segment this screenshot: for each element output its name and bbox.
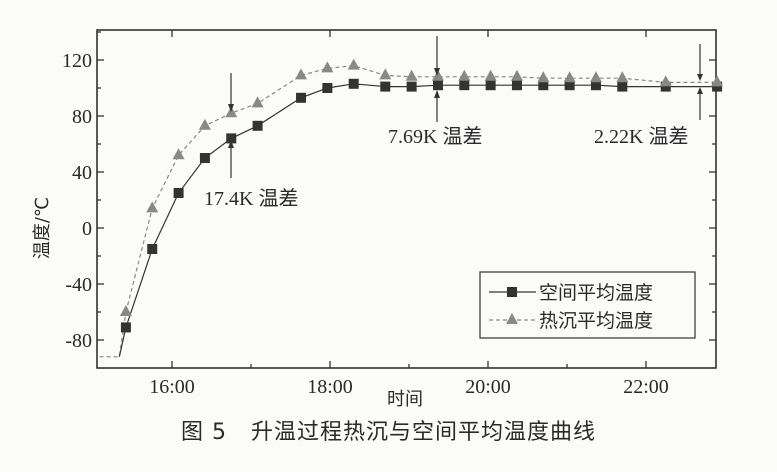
- square-marker-icon: [538, 80, 549, 91]
- y-axis: [97, 31, 716, 341]
- square-marker-icon: [617, 81, 628, 92]
- y-tick-neg40: -40: [65, 274, 92, 296]
- square-marker-icon: [322, 83, 333, 93]
- square-marker-icon: [459, 80, 470, 91]
- triangle-marker-icon: [119, 305, 132, 316]
- triangle-marker-icon: [251, 96, 264, 108]
- svg-text:空间平均温度: 空间平均温度: [539, 282, 653, 304]
- y-tick-120: 120: [62, 50, 92, 72]
- square-marker-icon: [380, 81, 391, 92]
- square-marker-icon: [296, 92, 307, 103]
- triangle-marker-icon: [379, 68, 392, 80]
- y-tick-80: 80: [72, 106, 92, 128]
- triangle-marker-icon: [589, 71, 602, 83]
- annotation-17-4k: [228, 73, 234, 178]
- square-marker-icon: [199, 153, 210, 163]
- triangle-marker-icon: [405, 69, 418, 81]
- square-marker-icon: [120, 322, 131, 333]
- triangle-marker-icon: [146, 201, 159, 213]
- square-marker-icon: [511, 80, 522, 91]
- triangle-marker-icon: [172, 148, 185, 160]
- x-tick-labels: 16:00 18:00 20:00 22:00: [149, 376, 669, 398]
- x-tick-1800: 18:00: [307, 376, 353, 398]
- triangle-marker-icon: [198, 118, 211, 130]
- triangle-marker-icon: [563, 71, 576, 83]
- annotation-label-2-22k: 2.22K 温差: [594, 125, 688, 148]
- square-marker-icon: [173, 188, 184, 198]
- triangle-marker-icon: [616, 71, 629, 83]
- x-tick-2000: 20:00: [465, 376, 511, 398]
- square-marker-icon: [660, 81, 671, 92]
- plot-frame: [96, 29, 717, 369]
- triangle-marker-icon: [295, 68, 308, 80]
- square-marker-icon: [406, 81, 417, 92]
- x-tick-2200: 22:00: [623, 376, 669, 398]
- square-marker-icon: [564, 80, 575, 91]
- square-marker-icon: [590, 80, 601, 91]
- figure-number: 图 5: [180, 420, 227, 445]
- triangle-marker-icon: [484, 69, 497, 81]
- square-marker-icon: [432, 80, 443, 91]
- y-tick-40: 40: [72, 162, 92, 184]
- annotation-7-69k: [434, 36, 440, 122]
- square-marker-icon: [226, 133, 237, 144]
- square-marker-icon: [485, 80, 496, 91]
- annotation-label-7-69k: 7.69K 温差: [388, 125, 482, 148]
- x-axis: [171, 30, 647, 368]
- y-tick-neg80: -80: [65, 330, 92, 352]
- series-space-avg: [120, 78, 723, 333]
- figure-caption-text: 升温过程热沉与空间平均温度曲线: [250, 420, 596, 445]
- triangle-marker-icon: [458, 69, 471, 81]
- legend-item-heatsink-avg: 热沉平均温度: [489, 310, 653, 332]
- annotation-label-17-4k: 17.4K 温差: [204, 187, 298, 210]
- triangle-marker-icon: [321, 61, 334, 73]
- initial-segment: [99, 311, 127, 358]
- y-tick-labels: 120 80 40 0 -40 -80: [62, 50, 92, 352]
- square-marker-icon: [507, 287, 517, 297]
- legend: 空间平均温度 热沉平均温度: [479, 271, 696, 339]
- y-tick-0: 0: [82, 218, 92, 240]
- triangle-marker-icon: [506, 313, 518, 324]
- svg-text:热沉平均温度: 热沉平均温度: [539, 310, 653, 332]
- triangle-marker-icon: [537, 71, 550, 83]
- triangle-marker-icon: [711, 75, 724, 87]
- series-heatsink-avg: [119, 58, 724, 316]
- triangle-marker-icon: [431, 69, 444, 81]
- square-marker-icon: [252, 120, 263, 131]
- square-marker-icon: [147, 244, 158, 254]
- triangle-marker-icon: [659, 75, 672, 87]
- triangle-marker-icon: [347, 58, 360, 70]
- y-axis-title: 温度/℃: [32, 197, 53, 259]
- legend-item-space-avg: 空间平均温度: [489, 282, 653, 304]
- annotation-2-22k: [697, 44, 703, 120]
- triangle-marker-icon: [225, 106, 238, 118]
- triangle-marker-icon: [510, 69, 523, 81]
- figure-caption: 图 5 升温过程热沉与空间平均温度曲线: [0, 414, 777, 446]
- x-tick-1600: 16:00: [149, 376, 195, 398]
- square-marker-icon: [712, 81, 723, 92]
- series-layer: [99, 58, 724, 358]
- square-marker-icon: [348, 78, 359, 89]
- x-axis-title: 时间: [387, 389, 423, 410]
